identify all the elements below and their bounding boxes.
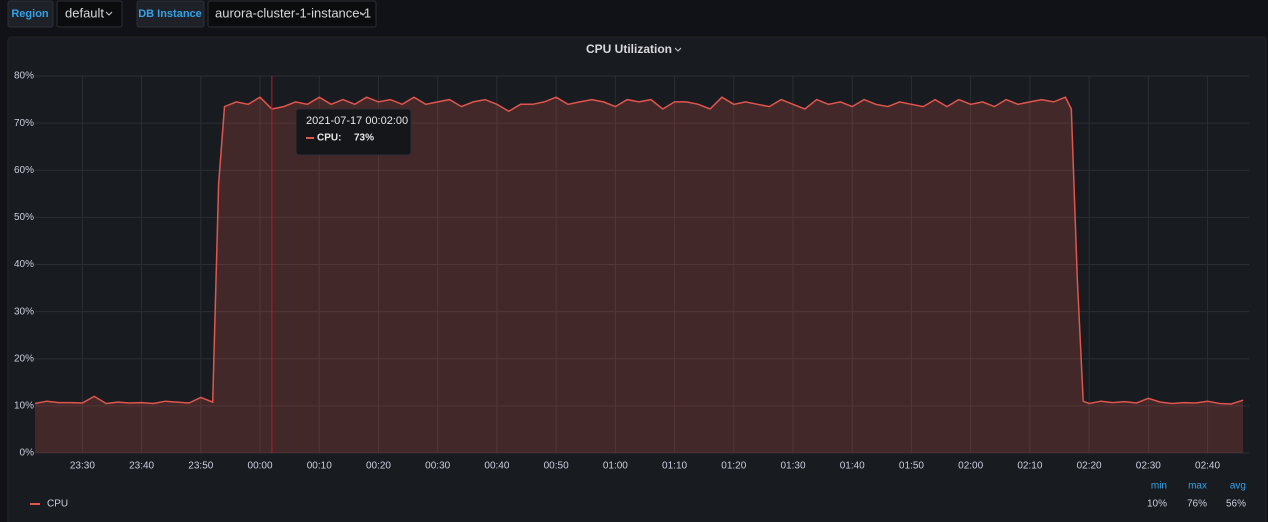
x-tick-label: 02:20 <box>1077 461 1102 472</box>
chevron <box>359 11 367 16</box>
x-tick-label: 00:20 <box>366 461 391 472</box>
x-tick-label: 23:40 <box>129 461 154 472</box>
variable-label-box <box>7 0 54 28</box>
panel-title[interactable]: CPU Utilization <box>586 42 672 56</box>
tooltip-title: 2021-07-17 00:02:00 <box>306 115 408 127</box>
x-tick-label: 01:40 <box>840 461 865 472</box>
x-tick-label: 02:10 <box>1017 461 1042 472</box>
x-tick-label: 01:50 <box>899 461 924 472</box>
legend-stat: 10% <box>1147 499 1167 510</box>
x-tick-label: 01:30 <box>780 461 805 472</box>
x-tick-label: 01:00 <box>603 461 628 472</box>
x-tick-label: 01:20 <box>721 461 746 472</box>
tooltip-label: CPU: <box>317 133 341 144</box>
x-tick-label: 02:30 <box>1136 461 1161 472</box>
legend-header: min <box>1151 481 1167 492</box>
y-tick-label: 40% <box>14 259 34 270</box>
y-tick-label: 50% <box>14 212 34 223</box>
y-tick-label: 30% <box>14 306 34 317</box>
x-tick-label: 23:30 <box>70 461 95 472</box>
x-tick-label: 23:50 <box>188 461 213 472</box>
x-tick-label: 02:40 <box>1195 461 1220 472</box>
x-tick-label: 00:10 <box>307 461 332 472</box>
legend-entry[interactable]: CPU <box>47 499 68 510</box>
x-tick-label: 00:30 <box>425 461 450 472</box>
x-tick-label: 00:50 <box>544 461 569 472</box>
chevron <box>674 47 682 52</box>
series-line <box>34 96 1244 405</box>
legend-stat: 76% <box>1187 499 1207 510</box>
variable-dropdown[interactable] <box>207 0 377 28</box>
variable-label-box <box>136 0 205 28</box>
y-tick-label: 80% <box>14 71 34 82</box>
legend-stat: 56% <box>1226 499 1246 510</box>
y-tick-label: 60% <box>14 165 34 176</box>
variable-label: Region <box>11 8 49 20</box>
x-tick-label: 01:10 <box>662 461 687 472</box>
x-tick-label: 00:40 <box>484 461 509 472</box>
tooltip-box <box>295 108 412 156</box>
y-tick-label: 10% <box>14 401 34 412</box>
panel <box>7 36 1267 522</box>
y-tick-label: 70% <box>14 118 34 129</box>
series-area <box>35 97 1244 453</box>
x-tick-label: 00:00 <box>248 461 273 472</box>
x-tick-label: 02:00 <box>958 461 983 472</box>
y-tick-label: 20% <box>14 353 34 364</box>
tooltip-value: 73% <box>354 133 374 144</box>
variable-dropdown[interactable] <box>56 0 123 28</box>
y-tick-label: 0% <box>20 448 35 459</box>
legend-header: max <box>1188 481 1207 492</box>
variable-value[interactable]: aurora-cluster-1-instance-1 <box>215 5 371 20</box>
variable-label: DB Instance <box>138 8 202 20</box>
chevron <box>105 11 113 16</box>
legend-header: avg <box>1230 481 1246 492</box>
variable-value[interactable]: default <box>65 5 104 20</box>
